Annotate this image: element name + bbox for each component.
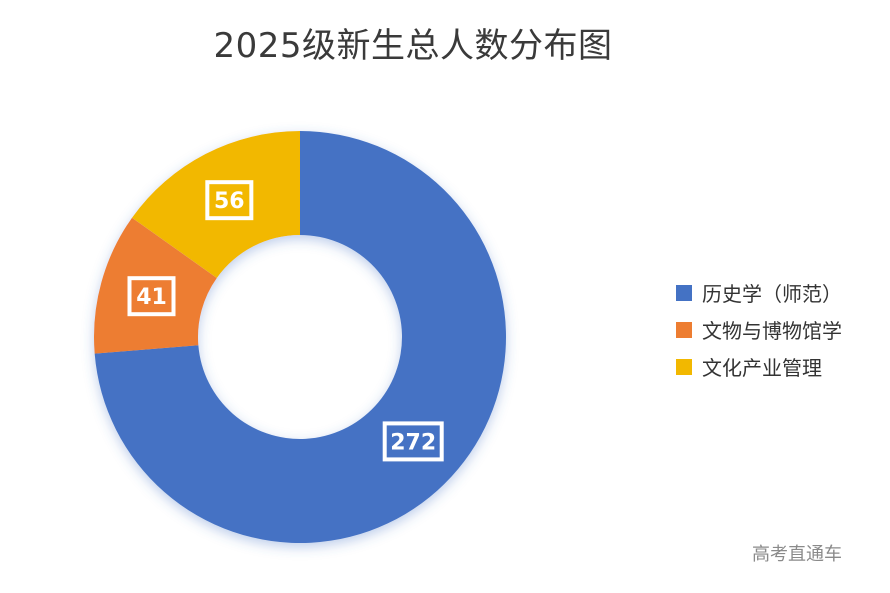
- donut-slice[interactable]: [94, 131, 506, 543]
- data-label-box: [382, 421, 444, 462]
- legend-swatch-orange: [676, 321, 692, 338]
- data-label-box: [205, 180, 254, 221]
- legend: 历史学（师范） 文物与博物馆学 文化产业管理: [676, 274, 842, 385]
- legend-label: 文化产业管理: [702, 356, 822, 380]
- legend-item-history[interactable]: 历史学（师范）: [676, 274, 842, 311]
- legend-swatch-blue: [676, 284, 692, 301]
- legend-label: 历史学（师范）: [702, 282, 842, 306]
- data-label: 56: [214, 189, 245, 214]
- legend-item-museum[interactable]: 文物与博物馆学: [676, 311, 842, 348]
- data-label: 272: [390, 430, 436, 455]
- legend-label: 文物与博物馆学: [702, 319, 842, 343]
- legend-swatch-yellow: [676, 358, 692, 375]
- donut-slice[interactable]: [132, 131, 300, 278]
- chart-title: 2025级新生总人数分布图: [213, 26, 613, 66]
- legend-item-culture-industry[interactable]: 文化产业管理: [676, 348, 842, 385]
- data-label-box: [127, 276, 176, 317]
- donut-slice[interactable]: [94, 217, 217, 354]
- watermark: 高考直通车: [752, 544, 842, 565]
- data-label: 41: [136, 285, 167, 310]
